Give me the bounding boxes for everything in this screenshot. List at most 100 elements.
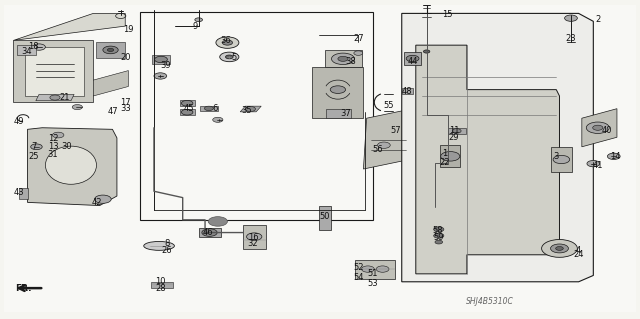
- Polygon shape: [97, 42, 125, 58]
- Text: 21: 21: [60, 93, 70, 102]
- Polygon shape: [93, 70, 129, 96]
- Text: 41: 41: [593, 161, 603, 170]
- Text: 36: 36: [221, 36, 232, 45]
- Circle shape: [108, 48, 114, 51]
- Text: 25: 25: [29, 152, 39, 161]
- Text: SHJ4B5310C: SHJ4B5310C: [466, 297, 513, 306]
- Circle shape: [362, 266, 374, 272]
- Text: 50: 50: [320, 212, 330, 221]
- Text: 8: 8: [164, 239, 170, 248]
- Circle shape: [452, 129, 461, 133]
- Polygon shape: [440, 145, 461, 167]
- Text: 32: 32: [248, 239, 259, 248]
- Circle shape: [593, 125, 603, 130]
- Circle shape: [541, 240, 577, 257]
- Circle shape: [406, 55, 419, 62]
- Circle shape: [72, 105, 83, 110]
- Circle shape: [586, 122, 609, 133]
- Text: 52: 52: [353, 263, 364, 272]
- Text: 2: 2: [595, 15, 600, 24]
- Text: 9: 9: [193, 22, 198, 31]
- Polygon shape: [582, 109, 617, 147]
- Polygon shape: [13, 41, 93, 102]
- Polygon shape: [28, 128, 117, 205]
- Text: 12: 12: [48, 134, 58, 143]
- Text: 31: 31: [48, 150, 58, 159]
- Polygon shape: [200, 106, 218, 111]
- Text: 56: 56: [372, 145, 383, 154]
- Circle shape: [33, 44, 45, 50]
- Circle shape: [155, 56, 168, 63]
- Text: 19: 19: [123, 25, 134, 34]
- Circle shape: [216, 37, 239, 48]
- Circle shape: [103, 46, 118, 54]
- Polygon shape: [416, 45, 559, 274]
- Text: 53: 53: [367, 279, 378, 288]
- Text: 5: 5: [231, 53, 236, 62]
- Text: 29: 29: [449, 133, 460, 142]
- Polygon shape: [325, 50, 362, 67]
- Text: 22: 22: [439, 158, 450, 167]
- Circle shape: [245, 107, 255, 112]
- Text: 26: 26: [161, 246, 172, 255]
- Polygon shape: [243, 225, 266, 249]
- Text: 16: 16: [248, 233, 259, 242]
- Text: FR.: FR.: [15, 284, 31, 293]
- Circle shape: [607, 153, 620, 160]
- Text: 55: 55: [384, 101, 394, 110]
- Circle shape: [154, 73, 167, 79]
- Text: 1: 1: [442, 149, 447, 158]
- Text: 15: 15: [442, 11, 453, 19]
- Text: 43: 43: [13, 188, 24, 197]
- Circle shape: [246, 233, 262, 241]
- Text: 58: 58: [433, 226, 444, 235]
- Text: 10: 10: [155, 277, 166, 286]
- Text: 28: 28: [155, 284, 166, 293]
- Circle shape: [52, 132, 64, 138]
- Circle shape: [332, 53, 355, 64]
- Polygon shape: [319, 205, 332, 230]
- Text: 47: 47: [108, 108, 118, 116]
- Circle shape: [553, 155, 570, 164]
- Polygon shape: [551, 147, 572, 172]
- Text: 11: 11: [449, 126, 460, 135]
- Polygon shape: [13, 13, 125, 41]
- Text: 13: 13: [48, 142, 58, 151]
- Text: 54: 54: [353, 272, 364, 281]
- Polygon shape: [179, 100, 195, 106]
- Text: 23: 23: [566, 34, 576, 43]
- Polygon shape: [448, 128, 466, 134]
- Polygon shape: [151, 282, 173, 288]
- Polygon shape: [364, 109, 413, 169]
- Circle shape: [378, 142, 390, 148]
- Text: 37: 37: [340, 109, 351, 118]
- Text: 14: 14: [610, 152, 620, 161]
- Text: 35: 35: [241, 106, 252, 115]
- Text: 33: 33: [120, 104, 131, 113]
- Bar: [140, 12, 373, 220]
- Circle shape: [330, 86, 346, 93]
- Text: 57: 57: [390, 126, 401, 135]
- Circle shape: [208, 217, 227, 226]
- Text: 4: 4: [576, 246, 581, 255]
- Text: 39: 39: [160, 61, 171, 70]
- Polygon shape: [312, 67, 364, 118]
- Polygon shape: [152, 55, 170, 64]
- Circle shape: [556, 247, 563, 250]
- Circle shape: [435, 240, 443, 244]
- Circle shape: [220, 52, 239, 62]
- Polygon shape: [19, 188, 28, 199]
- Text: 46: 46: [203, 228, 214, 237]
- Text: 27: 27: [353, 34, 364, 43]
- Polygon shape: [25, 47, 84, 96]
- Text: 34: 34: [21, 47, 31, 56]
- Circle shape: [202, 229, 217, 236]
- Text: 3: 3: [554, 152, 559, 161]
- Polygon shape: [402, 88, 413, 94]
- Circle shape: [204, 106, 213, 111]
- Circle shape: [441, 152, 460, 161]
- Circle shape: [31, 144, 42, 150]
- Circle shape: [225, 55, 233, 59]
- Circle shape: [212, 117, 223, 122]
- Circle shape: [434, 227, 444, 232]
